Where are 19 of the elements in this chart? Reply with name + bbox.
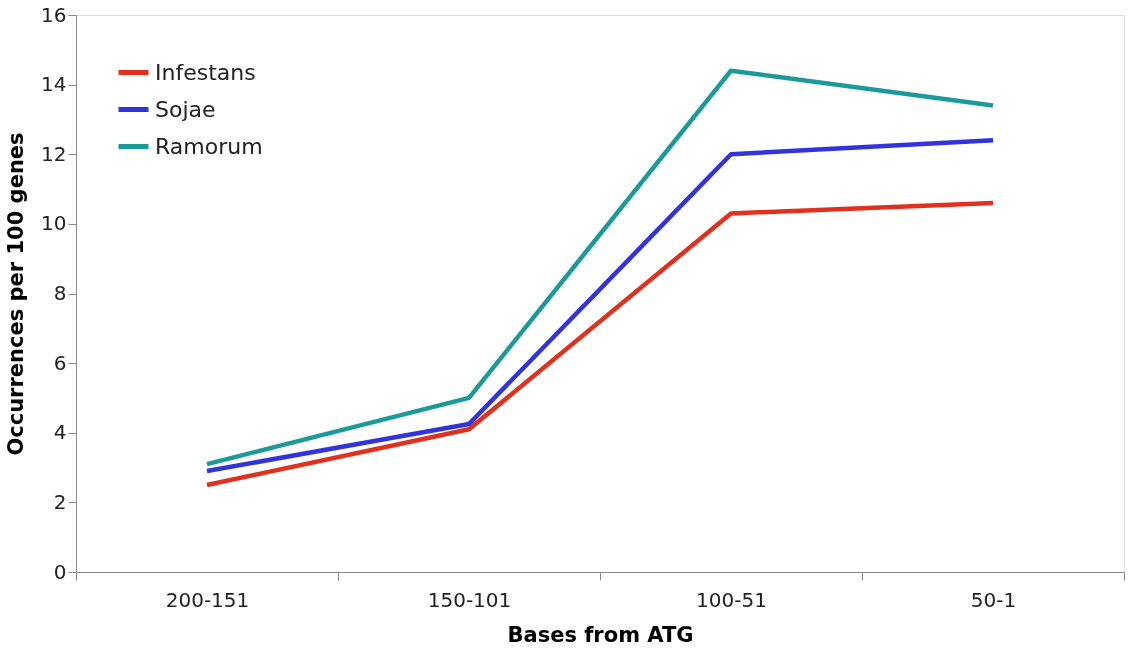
x-tick-label: 100-51 xyxy=(696,587,767,612)
line-series xyxy=(204,200,996,488)
y-tick-label: 6 xyxy=(53,350,67,375)
legend-label: Sojae xyxy=(155,96,216,122)
y-tick-label: 2 xyxy=(53,489,67,514)
x-tick-label: 200-151 xyxy=(165,587,250,612)
legend-label: Infestans xyxy=(155,59,256,85)
y-tick-label: 4 xyxy=(53,420,67,445)
y-tick-label: 8 xyxy=(53,281,67,305)
y-tick-label: 14 xyxy=(41,72,67,97)
y-tick-label: 0 xyxy=(53,559,67,584)
x-axis-title: Bases from ATG xyxy=(507,622,694,647)
x-tick-label: 50-1 xyxy=(970,587,1017,612)
legend-label: Ramorum xyxy=(155,133,263,159)
y-axis-title: Occurrences per 100 genes xyxy=(4,132,29,456)
x-tick-label: 150-101 xyxy=(427,587,512,612)
y-tick-label: 16 xyxy=(41,2,67,27)
y-tick-label: 10 xyxy=(41,211,67,236)
y-tick-label: 12 xyxy=(41,141,67,166)
